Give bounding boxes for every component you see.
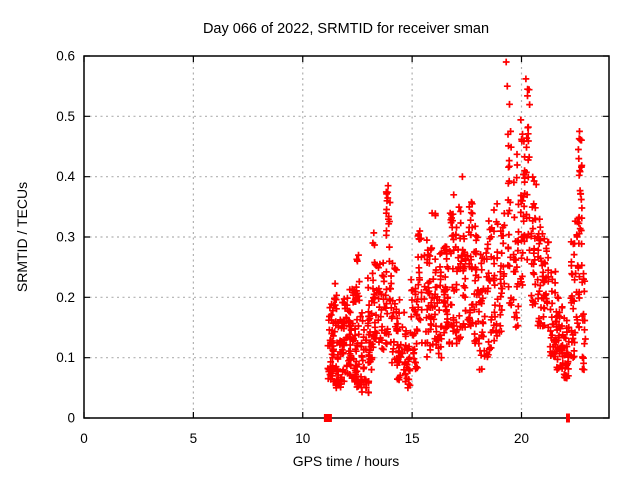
x-tick-label: 10 [295, 431, 310, 446]
impulse-marker [566, 413, 568, 423]
y-tick-label: 0.5 [56, 109, 75, 124]
square-marker [323, 414, 332, 422]
tick-marks [83, 55, 609, 419]
x-axis-label: GPS time / hours [292, 453, 400, 469]
y-tick-label: 0.4 [56, 169, 75, 184]
x-tick-label: 0 [80, 431, 88, 446]
y-tick-label: 0 [67, 411, 75, 426]
x-tick-label: 5 [190, 431, 198, 446]
chart-title: Day 066 of 2022, SRMTID for receiver sma… [202, 21, 490, 37]
data-points [324, 58, 589, 397]
y-tick-label: 0.3 [56, 230, 75, 245]
y-tick-label: 0.1 [56, 350, 75, 365]
x-tick-label: 15 [405, 431, 420, 446]
impulse-marker [567, 413, 570, 423]
y-tick-label: 0.2 [56, 290, 75, 305]
x-tick-label: 20 [514, 431, 529, 446]
y-tick-label: 0.6 [56, 49, 75, 64]
